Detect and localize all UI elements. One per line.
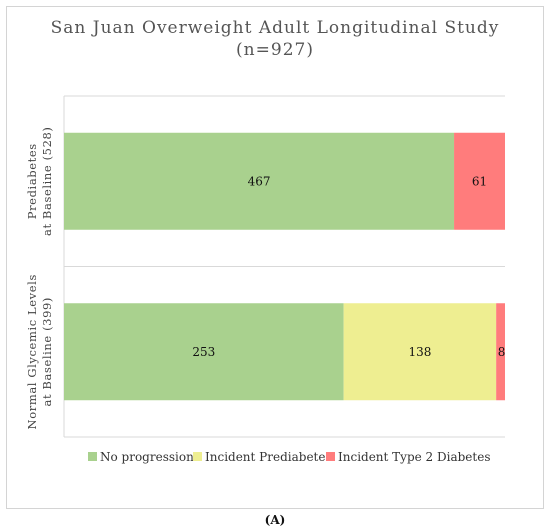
legend-swatch: [326, 452, 335, 461]
data-label: 8: [498, 345, 506, 359]
bar-segment: [496, 303, 505, 401]
data-label: 467: [248, 174, 271, 188]
category-label: Prediabetes at Baseline (528): [25, 127, 54, 237]
bar-segment: [343, 303, 497, 401]
legend-label: Incident Prediabetes: [205, 450, 332, 464]
plot-area: 467 61 Prediabetes at Baseline (528) 253 138 8…: [25, 95, 506, 438]
category-label-line: at Baseline (399): [40, 297, 54, 407]
bar-segment: [64, 132, 455, 230]
chart-title: San Juan Overweight Adult Longitudinal S…: [51, 18, 500, 38]
category-label: Normal Glycemic Levels at Baseline (399): [25, 274, 54, 429]
category-label-line: at Baseline (528): [40, 127, 54, 237]
bar-segment: [454, 132, 505, 230]
figure-caption: (A): [264, 513, 286, 527]
legend: No progression Incident Prediabetes Incide…: [88, 450, 490, 464]
data-label: 61: [472, 174, 487, 188]
chart-frame: [6, 6, 544, 509]
legend-swatch: [193, 452, 202, 461]
legend-label: No progression: [100, 450, 194, 464]
data-label: 138: [408, 345, 431, 359]
legend-swatch: [88, 452, 97, 461]
chart-subtitle: (n=927): [236, 40, 314, 60]
bar-segment: [64, 303, 344, 401]
legend-label: Incident Type 2 Diabetes: [338, 450, 490, 464]
data-label: 253: [192, 345, 215, 359]
category-label-line: Prediabetes: [25, 143, 39, 219]
category-label-line: Normal Glycemic Levels: [25, 274, 39, 429]
